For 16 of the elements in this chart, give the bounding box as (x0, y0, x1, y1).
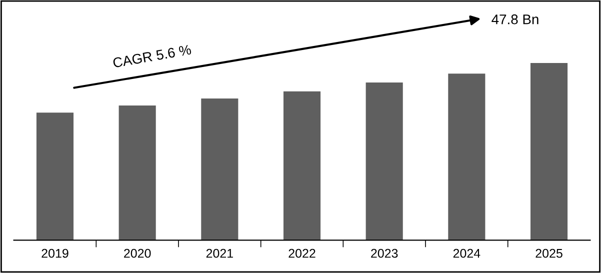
x-tick-label: 2021 (206, 248, 233, 258)
bar (283, 91, 321, 240)
bar (366, 82, 403, 240)
bar (530, 62, 568, 240)
bar (201, 98, 238, 240)
text: 47.8 Bn (492, 14, 538, 24)
x-tick-label: 2025 (536, 248, 562, 258)
bar (118, 106, 156, 240)
bar (448, 74, 486, 240)
x-tick-label: 2024 (453, 248, 480, 258)
x-tick-label: 2020 (124, 248, 151, 258)
x-tick-label: 2019 (42, 248, 68, 258)
x-tick-label: 2022 (288, 248, 316, 258)
annotation: CAGR 5.6 % (112, 44, 192, 68)
bar (36, 112, 74, 240)
x-tick-label: 2023 (371, 248, 398, 258)
